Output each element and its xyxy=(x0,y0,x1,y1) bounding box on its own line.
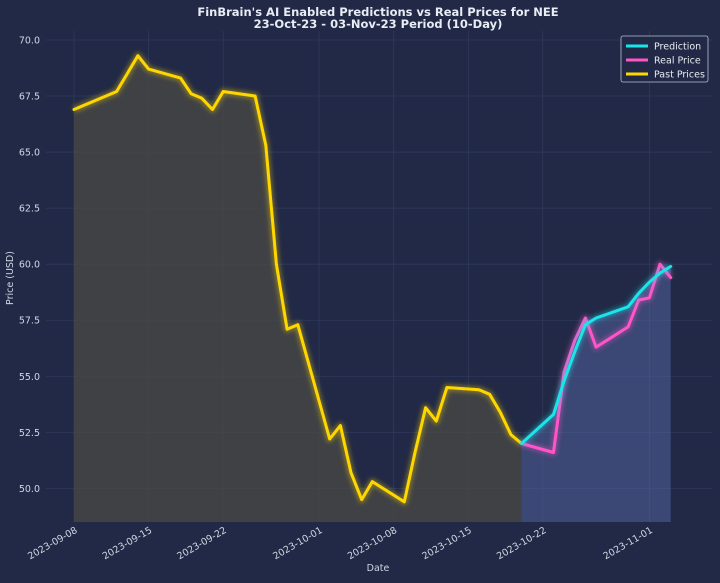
y-tick-label: 60.0 xyxy=(19,260,40,271)
chart-subtitle: 23-Oct-23 - 03-Nov-23 Period (10-Day) xyxy=(254,17,503,31)
area-fills xyxy=(74,55,671,522)
x-tick-label: 2023-09-22 xyxy=(175,525,228,562)
past-prices-area xyxy=(74,55,522,522)
y-tick-label: 62.5 xyxy=(19,204,40,215)
y-tick-label: 57.5 xyxy=(19,316,40,327)
x-axis-label: Date xyxy=(367,563,390,574)
x-tick-label: 2023-10-22 xyxy=(495,525,548,562)
legend-label-prediction: Prediction xyxy=(654,42,701,53)
legend-label-past-prices: Past Prices xyxy=(654,70,705,81)
legend-label-real-price: Real Price xyxy=(654,56,701,67)
y-tick-label: 67.5 xyxy=(19,92,40,103)
y-axis-label: Price (USD) xyxy=(5,251,16,305)
chart-title: FinBrain's AI Enabled Predictions vs Rea… xyxy=(197,5,558,19)
prediction-line xyxy=(520,264,673,445)
series-lines xyxy=(72,52,674,506)
x-tick-label: 2023-10-01 xyxy=(271,525,324,562)
y-tick-label: 52.5 xyxy=(19,428,40,439)
legend: Prediction Real Price Past Prices xyxy=(620,35,709,83)
x-tick-label: 2023-10-08 xyxy=(346,525,399,562)
x-tick-label: 2023-10-15 xyxy=(420,525,473,562)
prediction-area xyxy=(521,266,671,522)
x-tick-label: 2023-11-01 xyxy=(602,525,655,562)
y-tick-label: 70.0 xyxy=(19,35,40,46)
y-tick-label: 50.0 xyxy=(19,484,40,495)
x-tick-label: 2023-09-08 xyxy=(26,525,79,562)
y-tick-label: 55.0 xyxy=(19,372,40,383)
past-prices-line xyxy=(72,54,523,504)
y-tick-label: 65.0 xyxy=(19,148,40,159)
x-tick-label: 2023-09-15 xyxy=(101,525,154,562)
